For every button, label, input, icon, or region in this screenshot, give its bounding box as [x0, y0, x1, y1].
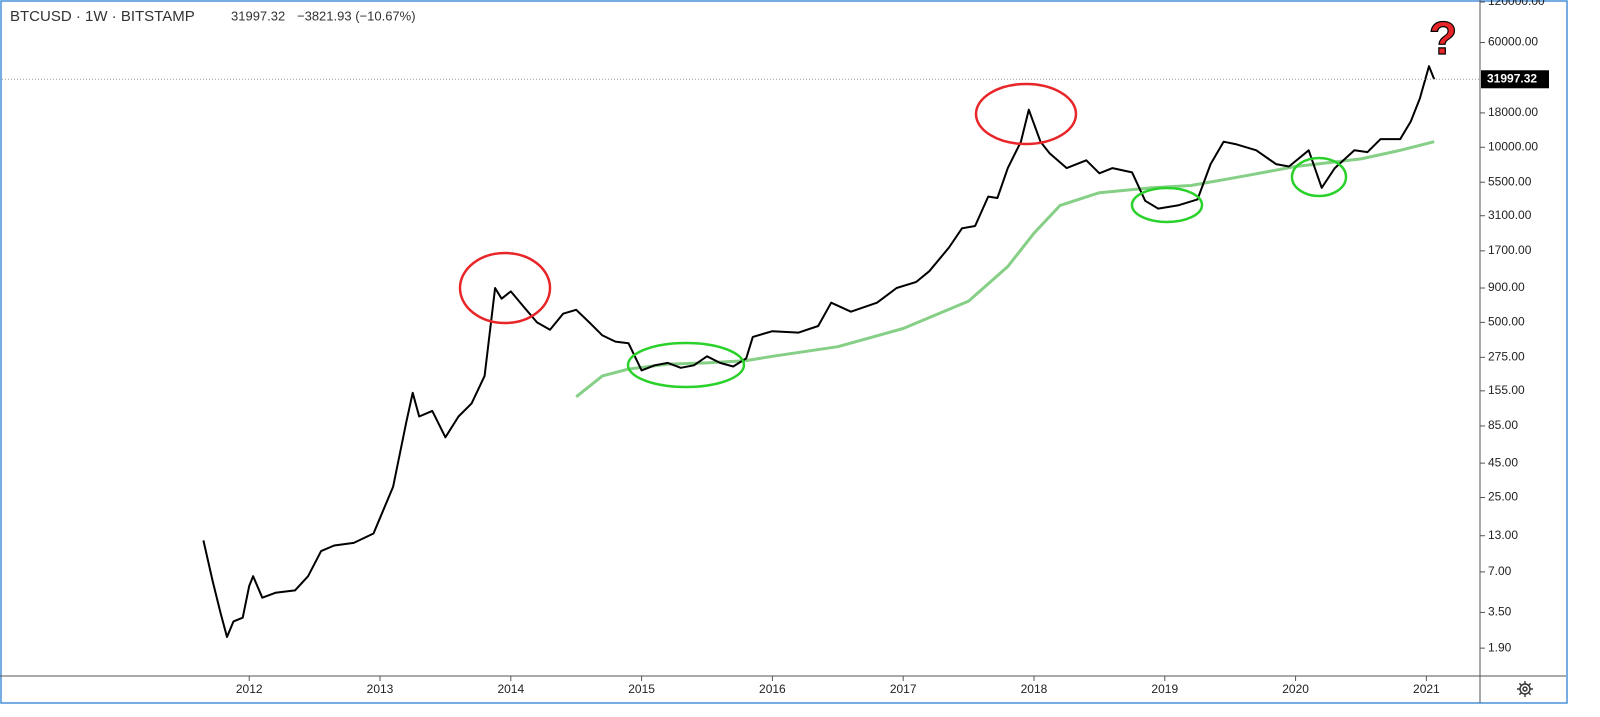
y-tick-label: 18000.00	[1488, 105, 1538, 119]
x-tick-label: 2012	[236, 682, 263, 696]
price-line	[575, 140, 1435, 398]
settings-icon[interactable]	[1517, 681, 1533, 697]
y-tick-label: 1700.00	[1488, 243, 1532, 257]
y-tick-label: 1.90	[1488, 640, 1512, 654]
x-tick-label: 2019	[1151, 682, 1178, 696]
y-tick-label: 85.00	[1488, 418, 1518, 432]
symbol: BTCUSD · 1W · BITSTAMP	[10, 8, 195, 25]
x-tick-label: 2018	[1021, 682, 1048, 696]
current-price-label: 31997.32	[1487, 71, 1537, 85]
x-tick-label: 2020	[1282, 682, 1309, 696]
x-tick-label: 2015	[628, 682, 655, 696]
highlight-circle	[1290, 156, 1348, 198]
x-tick-label: 2017	[890, 682, 917, 696]
frame	[0, 0, 1568, 704]
highlight-circle	[458, 251, 552, 325]
highlight-circle	[1130, 186, 1204, 224]
y-tick-label: 13.00	[1488, 528, 1518, 542]
y-tick-label: 3100.00	[1488, 208, 1532, 222]
y-tick-label: 900.00	[1488, 280, 1525, 294]
x-tick-label: 2016	[759, 682, 786, 696]
y-tick-label: 10000.00	[1488, 139, 1538, 153]
annotations	[458, 82, 1348, 389]
y-tick-label: 25.00	[1488, 490, 1518, 504]
plot: 120000.00 60000.00 18000.00 10000.00 5500.00…	[2, 0, 1549, 696]
current-price-box	[1481, 70, 1549, 89]
y-tick-label: 3.50	[1488, 605, 1512, 619]
y-tick-label: 5500.00	[1488, 174, 1532, 188]
highlight-circle	[974, 82, 1078, 146]
x-tick-label: 2014	[497, 682, 524, 696]
last-price: 31997.32	[231, 8, 285, 23]
x-tick-label: 2021	[1413, 682, 1440, 696]
y-tick-label: 60000.00	[1488, 35, 1538, 49]
y-tick-label: 155.00	[1488, 383, 1525, 397]
x-tick-label: 2013	[367, 682, 394, 696]
y-tick-label: 7.00	[1488, 564, 1512, 578]
price-change: −3821.93 (−10.67%)	[297, 8, 416, 23]
highlight-circle	[626, 341, 746, 389]
y-tick-label: 45.00	[1488, 455, 1518, 469]
y-tick-label: 120000.00	[1488, 0, 1545, 8]
question-mark: ?	[1429, 12, 1457, 64]
y-tick-label: 275.00	[1488, 349, 1525, 363]
price-line	[202, 65, 1436, 638]
y-tick-label: 500.00	[1488, 315, 1525, 329]
